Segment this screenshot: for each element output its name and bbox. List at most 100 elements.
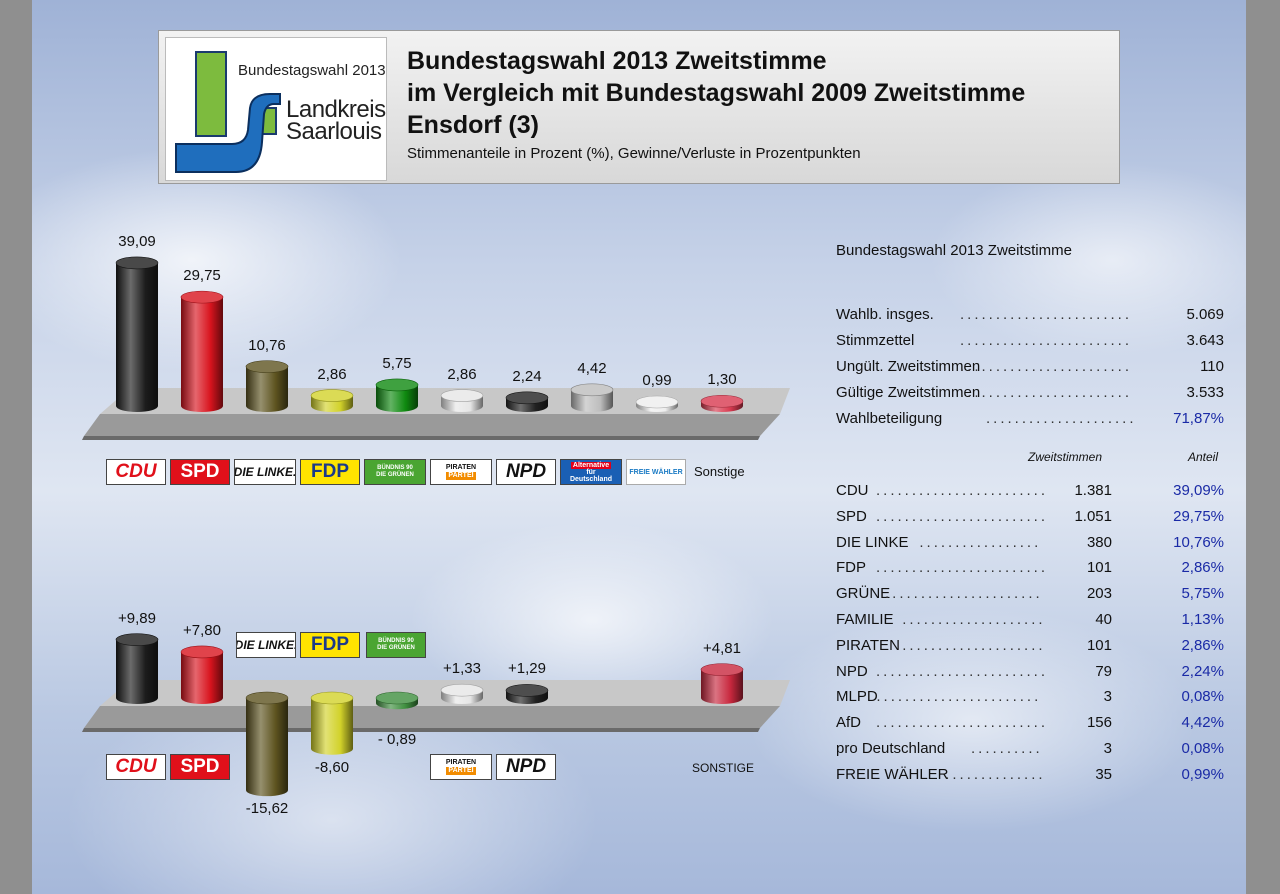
party-name: AfD <box>836 714 862 732</box>
gruene-logo-change-line2: DIE GRÜNEN <box>377 645 415 651</box>
party-share: 2,86% <box>1181 636 1224 654</box>
change-bar-grne <box>375 691 419 710</box>
stats-row-label: Gültige Zweitstimmen <box>836 384 981 401</box>
stats-row-value: 3.643 <box>1186 332 1224 349</box>
party-share: 0,08% <box>1181 740 1224 757</box>
others-label-change: SONSTIGE <box>692 761 755 775</box>
party-votes: 203 <box>1086 585 1112 603</box>
party-share: 0,08% <box>1181 688 1224 706</box>
stats-row-label: Ungült. Zweitstimmen <box>836 358 981 375</box>
fdp-logo: FDP <box>300 459 360 485</box>
dot-leader: ........................ <box>876 688 1042 706</box>
stats-row: Stimmzettel........................ 3.643 <box>836 332 1226 354</box>
party-name: CDU <box>836 482 869 499</box>
party-votes: 3 <box>1103 740 1112 757</box>
share-data-label: 5,75 <box>382 354 412 372</box>
logo-text-line1: Landkreis <box>286 96 386 123</box>
change-bar-sonstige <box>700 663 744 704</box>
party-row: FDP........................ 101 2,86% <box>836 559 1226 581</box>
share-bar-sonstige <box>700 394 744 412</box>
party-share: 5,75% <box>1181 585 1224 603</box>
party-share: 39,09% <box>1173 482 1224 499</box>
logo-text-line2: Saarlouis <box>286 118 382 145</box>
cdu-logo: CDU <box>106 459 166 485</box>
share-data-label: 1,30 <box>707 371 737 389</box>
dot-leader: ........................ <box>945 765 1042 783</box>
share-data-label: 0,99 <box>642 372 672 389</box>
dot-leader: ........................ <box>876 662 1049 680</box>
dot-leader: ........................ <box>960 384 1133 401</box>
spd-logo: SPD <box>170 459 230 485</box>
change-data-label: -8,60 <box>314 758 350 776</box>
change-bar-npd <box>505 684 549 704</box>
stats-row-value: 3.533 <box>1186 384 1224 401</box>
freie-waehler-logo: FREIE WÄHLER <box>626 459 686 485</box>
share-bar-dielinke <box>245 360 289 412</box>
gruene-logo-change: BÜNDNIS 90 DIE GRÜNEN <box>366 632 426 658</box>
stats-row: Ungült. Zweitstimmen....................… <box>836 358 1226 380</box>
afd-logo-line3: Deutschland <box>569 475 612 483</box>
stats-row: Wahlbeteiligung........................ 7… <box>836 410 1226 432</box>
party-votes: 79 <box>1095 662 1112 680</box>
party-votes: 156 <box>1086 714 1112 732</box>
stats-row: Gültige Zweitstimmen....................… <box>836 384 1226 406</box>
landkreis-logo: Bundestagswahl 2013 Landkreis Saarlouis <box>165 37 387 181</box>
gruene-logo-line1: BÜNDNIS 90 <box>377 465 413 471</box>
stats-row-value: 5.069 <box>1186 306 1224 323</box>
party-name: PIRATEN <box>836 636 900 654</box>
page-title-line2: im Vergleich mit Bundestagswahl 2009 Zwe… <box>407 79 1026 107</box>
afd-logo-line2: für <box>586 468 596 476</box>
change-data-label: - 0,89 <box>377 731 417 749</box>
party-name: DIE LINKE <box>836 533 909 551</box>
party-row: CDU........................ 1.381 39,09% <box>836 482 1226 504</box>
party-share: 10,76% <box>1173 533 1224 551</box>
dot-leader: ........................ <box>885 585 1042 603</box>
change-bar-cdu <box>115 633 159 704</box>
party-share: 4,42% <box>1181 714 1224 732</box>
npd-logo-change: NPD <box>496 754 556 780</box>
dot-leader: ........................ <box>902 636 1042 654</box>
stats-row: Wahlb. insges......................... 5.… <box>836 306 1226 328</box>
gruene-logo-line2: DIE GRÜNEN <box>376 472 414 478</box>
dot-leader: ........................ <box>919 533 1042 551</box>
linke-logo: DIE LINKE. <box>234 459 296 485</box>
piraten-logo: PIRATEN PARTEI <box>430 459 492 485</box>
stats-row-label: Wahlbeteiligung <box>836 410 943 427</box>
party-row: FREIE WÄHLER........................ 35 0,… <box>836 766 1226 788</box>
page-subtitle: Stimmenanteile in Prozent (%), Gewinne/V… <box>407 145 861 162</box>
piraten-logo-change-line1: PIRATEN <box>445 759 477 766</box>
party-row: PIRATEN........................ 101 2,86% <box>836 637 1226 659</box>
party-votes: 40 <box>1095 611 1112 628</box>
party-share: 1,13% <box>1181 611 1224 628</box>
change-bar-fdp <box>310 691 354 755</box>
dot-leader: ........................ <box>876 714 1049 732</box>
party-votes: 380 <box>1086 533 1112 551</box>
logo-caption: Bundestagswahl 2013 <box>238 62 386 79</box>
stats-row-value: 71,87% <box>1173 410 1224 427</box>
landkreis-logo-mark <box>175 51 281 173</box>
piraten-logo-line1: PIRATEN <box>445 464 477 471</box>
party-name: FDP <box>836 559 866 577</box>
party-row: AfD........................ 156 4,42% <box>836 714 1226 736</box>
share-chart <box>82 256 790 440</box>
share-bar-freiewhler <box>635 395 679 412</box>
fdp-logo-change: FDP <box>300 632 360 658</box>
dot-leader: ........................ <box>986 410 1136 427</box>
dot-leader: ........................ <box>960 358 1133 375</box>
dot-leader: ........................ <box>876 507 1049 525</box>
party-share: 29,75% <box>1173 507 1224 525</box>
afd-logo-line1: Alternative <box>570 461 612 469</box>
share-bar-piraten <box>440 389 484 412</box>
party-name: SPD <box>836 507 867 525</box>
dot-leader: ........................ <box>876 482 1049 499</box>
party-row: MLPD........................ 3 0,08% <box>836 688 1226 710</box>
party-row: GRÜNE........................ 203 5,75% <box>836 585 1226 607</box>
dot-leader: ........................ <box>960 332 1133 349</box>
share-bar-cdu <box>115 256 159 412</box>
afd-logo: Alternative für Deutschland <box>560 459 622 485</box>
party-votes: 101 <box>1086 559 1112 577</box>
party-row: DIE LINKE........................ 380 10,7… <box>836 534 1226 556</box>
party-row: pro Deutschland........................ 3… <box>836 740 1226 762</box>
change-bar-dielinke <box>245 691 289 797</box>
party-name: GRÜNE <box>836 585 891 603</box>
